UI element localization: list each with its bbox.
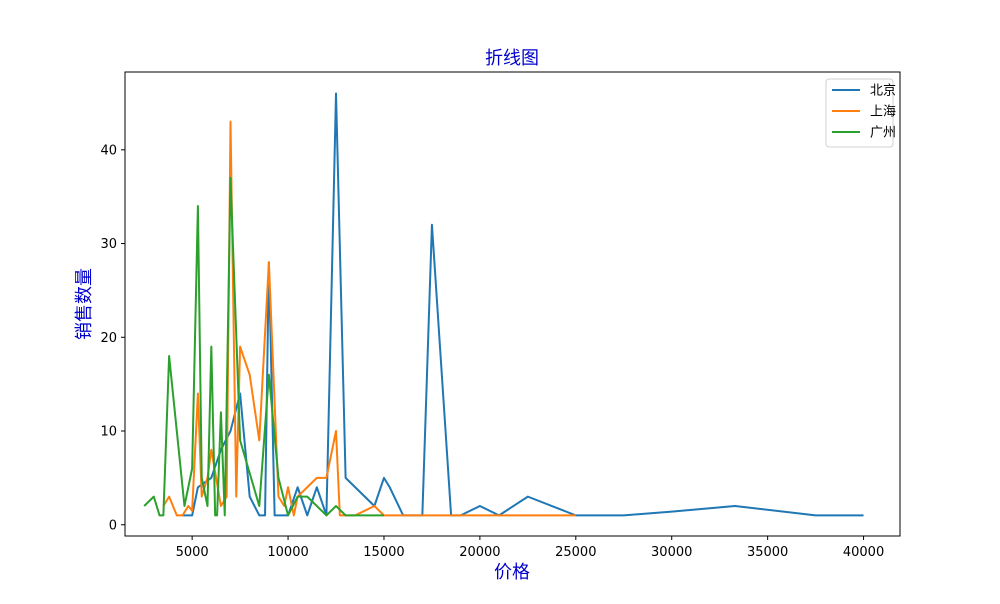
- series-line-0: [182, 92, 864, 517]
- chart-title: 折线图: [485, 48, 539, 69]
- x-tick-label: 25000: [555, 545, 596, 560]
- y-axis-ticks: 0 10 20 30 40: [100, 143, 125, 533]
- x-tick-label: 15000: [363, 545, 404, 560]
- x-tick-label: 30000: [651, 545, 692, 560]
- legend-box: [825, 78, 894, 148]
- x-tick-label: 40000: [843, 545, 884, 560]
- x-tick-label: 10000: [267, 545, 308, 560]
- y-tick-label: 20: [100, 331, 117, 346]
- y-axis-label: 销售数量: [74, 268, 95, 340]
- y-tick-label: 40: [100, 143, 117, 158]
- y-tick-label: 30: [100, 237, 117, 252]
- series-line-2: [143, 176, 384, 517]
- x-axis-label: 价格: [494, 562, 530, 583]
- x-tick-label: 35000: [747, 545, 788, 560]
- plot-area: [143, 92, 864, 517]
- x-tick-label: 5000: [176, 545, 209, 560]
- legend-label-1: 上海: [870, 105, 896, 120]
- plot-frame: [124, 71, 901, 537]
- x-axis-ticks: 5000 10000 15000 20000 25000 30000 35000 40000: [176, 536, 884, 560]
- y-tick-label: 10: [100, 425, 117, 440]
- y-tick-label: 0: [109, 518, 117, 533]
- x-tick-label: 20000: [459, 545, 500, 560]
- series-line-1: [162, 120, 576, 517]
- legend-label-0: 北京: [870, 84, 896, 99]
- legend-label-2: 广州: [870, 126, 896, 141]
